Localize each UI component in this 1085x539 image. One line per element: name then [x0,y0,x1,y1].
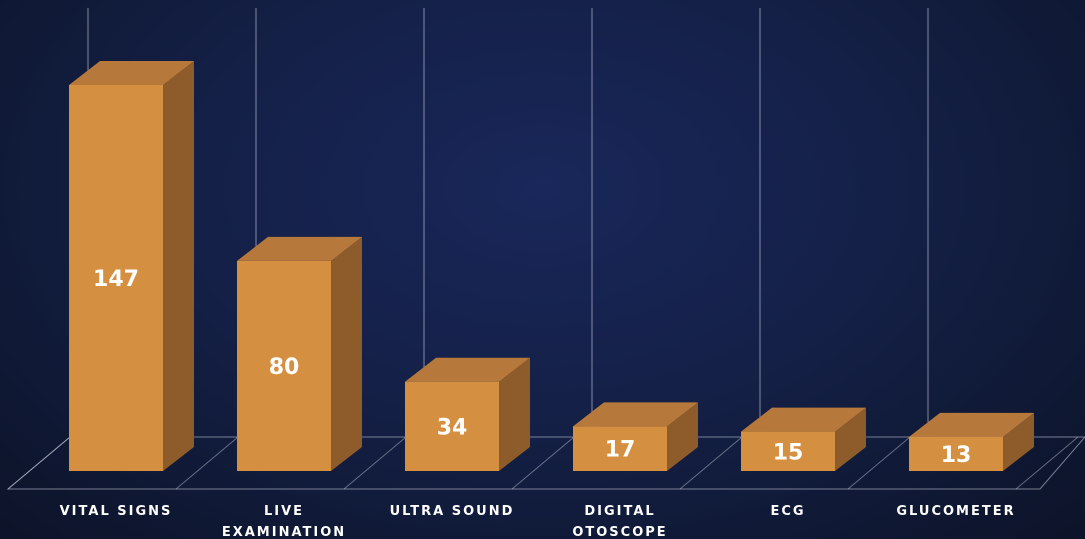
chart-bars: 147 80 34 17 15 13 [69,61,1034,471]
bar-group: 15 [741,407,866,471]
bar-top [741,407,866,432]
floor-divider [847,436,911,490]
bar [741,431,835,471]
bar-group: 34 [405,357,530,471]
bar [405,381,499,471]
bar [237,260,331,471]
category-label-line: ULTRA SOUND [390,504,515,519]
floor-outline [6,436,1085,490]
data-label: 34 [437,415,468,440]
bar-top [69,61,194,85]
data-label: 17 [605,438,636,463]
floor-divider [1015,436,1079,490]
floor-divider [7,436,71,490]
floor-divider [343,436,407,490]
category-label: ECG [770,504,805,519]
bar [909,436,1003,471]
category-label-line: OTOSCOPE [572,525,667,539]
floor-divider [511,436,575,490]
data-label: 13 [941,443,972,468]
bar-side [667,402,698,471]
category-labels: VITAL SIGNS LIVE EXAMINATION ULTRA SOUND DIG… [60,504,1015,539]
bar-side [163,61,194,471]
bar-top [237,236,362,261]
bar-side [499,357,530,471]
category-label: GLUCOMETER [896,504,1015,519]
bar-top [573,402,698,427]
bar [573,426,667,471]
data-label: 147 [93,267,139,292]
category-label-line: VITAL SIGNS [60,504,173,519]
category-label: LIVE EXAMINATION [222,504,346,539]
category-label-line: EXAMINATION [222,525,346,539]
floor-divider [679,436,743,490]
bar-top [405,357,530,382]
bar-side [835,407,866,471]
data-label: 15 [773,440,804,465]
chart-floor [6,436,1085,490]
floor-divider [175,436,239,490]
category-label: DIGITAL OTOSCOPE [572,504,667,539]
bar-side [1003,412,1034,471]
bar [69,85,163,471]
bar-group: 13 [909,412,1034,471]
category-label: VITAL SIGNS [60,504,173,519]
bar-group: 80 [237,236,362,471]
category-label: ULTRA SOUND [390,504,515,519]
category-label-line: LIVE [264,504,304,519]
category-label-line: GLUCOMETER [896,504,1015,519]
bar-group: 17 [573,402,698,471]
bar-top [909,412,1034,437]
category-label-line: ECG [770,504,805,519]
bar-side [331,236,362,471]
data-label: 80 [269,355,300,380]
bar-group: 147 [69,61,194,471]
category-label-line: DIGITAL [584,504,655,519]
